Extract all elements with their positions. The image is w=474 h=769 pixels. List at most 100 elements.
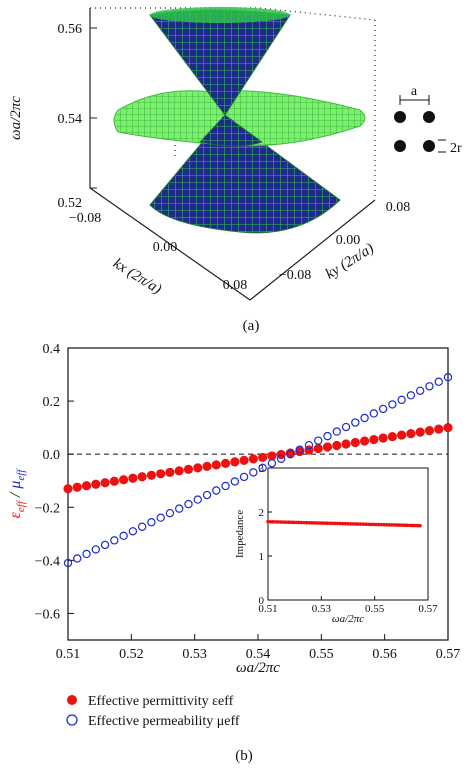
permittivity-point xyxy=(183,464,194,474)
permeability-point xyxy=(221,481,230,491)
x-tick-label: 0.54 xyxy=(246,647,271,662)
permeability-point xyxy=(184,499,193,509)
permeability-point xyxy=(323,431,332,441)
legend-marker-permittivity xyxy=(67,695,77,705)
permeability-point xyxy=(388,400,397,409)
inset-y-title: Impedance xyxy=(234,510,246,558)
impedance-point xyxy=(371,522,376,527)
impedance-point xyxy=(407,523,412,528)
z-tick-label: 0.56 xyxy=(58,22,83,37)
permeability-point xyxy=(267,459,277,468)
permeability-point xyxy=(434,377,443,386)
permittivity-point xyxy=(350,437,360,448)
permittivity-point xyxy=(267,451,277,461)
permeability-point xyxy=(230,477,240,486)
permeability-point xyxy=(406,391,416,400)
lower-cone-tip xyxy=(199,114,263,147)
impedance-point xyxy=(328,521,332,526)
z-tick-label: 0.54 xyxy=(58,112,83,127)
y-tick-label: −0.4 xyxy=(35,554,60,569)
impedance-point xyxy=(284,520,288,524)
lattice-radius-label: 2r xyxy=(450,141,462,156)
permittivity-point xyxy=(137,472,147,482)
permeability-point xyxy=(63,558,73,568)
permittivity-point xyxy=(313,443,323,454)
lattice-period-label: a xyxy=(411,84,418,99)
impedance-point xyxy=(353,522,358,526)
impedance-point xyxy=(271,520,275,524)
permeability-point xyxy=(110,536,119,545)
x-tick-label: 0.51 xyxy=(56,647,81,662)
permeability-point xyxy=(314,436,323,445)
axes: 0.51 0.52 0.53 0.54 0.55 0.56 0.57 0.4 0.2 0.0 −0.… xyxy=(35,342,461,662)
impedance-point xyxy=(307,520,312,525)
impedance-point xyxy=(392,523,397,527)
impedance-point xyxy=(304,520,309,525)
impedance-point xyxy=(340,521,345,526)
permeability-point xyxy=(202,490,212,500)
permittivity-point xyxy=(72,482,82,492)
permeability-point xyxy=(360,413,369,423)
permittivity-point xyxy=(397,430,407,440)
permeability-point xyxy=(443,373,453,382)
lattice-inset: a 2r xyxy=(394,84,462,156)
impedance-point xyxy=(400,523,404,527)
impedance-point xyxy=(379,522,384,527)
impedance-point xyxy=(358,522,363,526)
impedance-point xyxy=(415,523,420,528)
x-tick-label: 0.57 xyxy=(436,647,461,662)
lattice-rod xyxy=(423,140,435,152)
permittivity-point xyxy=(443,423,453,433)
impedance-point xyxy=(333,521,337,526)
permittivity-point xyxy=(156,469,166,479)
permeability-point xyxy=(332,427,341,436)
permeability-point xyxy=(165,508,175,518)
impedance-point xyxy=(335,521,340,526)
band-structure-panel: 0.56 0.54 0.52 ωa/2πc −0.08 0.00 0.08 kx… xyxy=(8,7,462,334)
x-tick-label: 0.52 xyxy=(119,647,144,662)
permittivity-point xyxy=(100,478,110,488)
permittivity-point xyxy=(146,470,157,480)
lower-cone-surface xyxy=(149,114,341,234)
permeability-point xyxy=(286,450,295,459)
impedance-series xyxy=(266,519,422,528)
z-tick-label: 0.52 xyxy=(58,196,83,211)
impedance-point xyxy=(395,523,399,527)
permittivity-point xyxy=(387,431,397,442)
kx-axis-title: kx (2π/a) xyxy=(110,256,164,298)
impedance-point xyxy=(410,523,415,528)
permittivity-point xyxy=(119,475,129,485)
permittivity-point xyxy=(193,463,203,473)
permittivity-point xyxy=(202,461,212,471)
permittivity-point xyxy=(322,442,333,452)
impedance-point xyxy=(279,520,283,524)
permeability-point xyxy=(276,454,286,463)
kx-tick-label: 0.00 xyxy=(153,240,178,255)
impedance-point xyxy=(338,521,342,526)
legend-label-permeability: Effective permeability μeff xyxy=(88,714,240,729)
impedance-point xyxy=(286,520,291,525)
impedance-point xyxy=(325,521,330,526)
impedance-point xyxy=(343,521,348,526)
lattice-rod xyxy=(423,111,435,123)
permeability-point xyxy=(147,518,156,527)
ky-tick-label: 0.00 xyxy=(336,233,361,248)
inset-x-tick-label: 0.55 xyxy=(365,603,385,615)
legend-label-permittivity: Effective permittivity εeff xyxy=(88,694,234,709)
y-tick-label: 0.2 xyxy=(43,395,61,410)
z-axis: 0.56 0.54 0.52 ωa/2πc xyxy=(8,22,97,211)
permeability-point xyxy=(91,545,101,554)
impedance-point xyxy=(294,520,299,525)
impedance-point xyxy=(364,522,368,527)
permeability-point xyxy=(258,463,267,473)
permittivity-point xyxy=(341,439,351,449)
kx-tick-label: 0.08 xyxy=(223,278,248,293)
permittivity-point xyxy=(239,455,249,465)
impedance-point xyxy=(309,521,314,525)
permittivity-point xyxy=(332,440,342,451)
permittivity-point xyxy=(359,436,370,446)
permeability-point xyxy=(351,418,360,427)
impedance-point xyxy=(268,519,273,524)
permeability-point xyxy=(137,522,147,531)
impedance-point xyxy=(276,520,281,524)
